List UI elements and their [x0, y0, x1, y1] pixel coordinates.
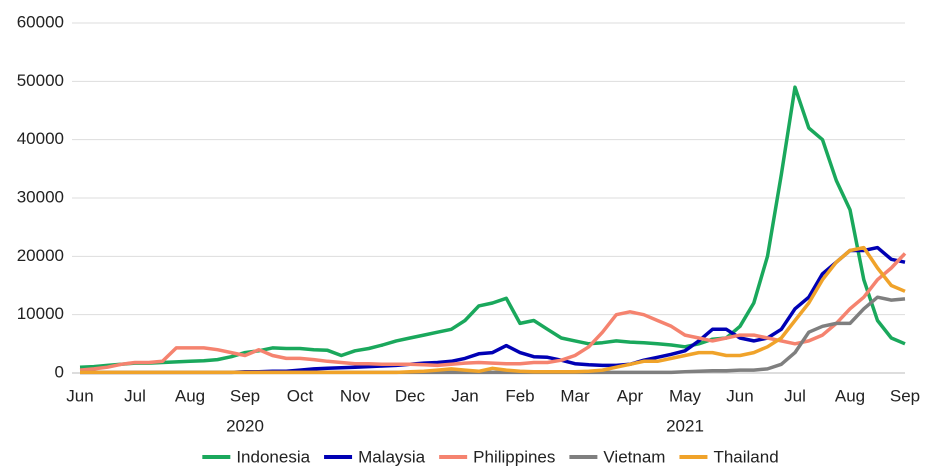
- legend-label: Malaysia: [358, 447, 426, 466]
- x-tick-label: Dec: [395, 386, 426, 405]
- legend-item: Malaysia: [324, 447, 426, 466]
- legend-item: Philippines: [439, 447, 555, 466]
- x-tick-label: Aug: [835, 386, 865, 405]
- legend-label: Philippines: [473, 447, 555, 466]
- y-tick-label: 20000: [17, 246, 64, 265]
- series-line: [79, 85, 906, 369]
- series-line: [80, 245, 906, 375]
- x-tick-label: Jun: [726, 386, 753, 405]
- x-tick-label: Sep: [230, 386, 260, 405]
- legend-label: Thailand: [713, 447, 778, 466]
- x-tick-label: Jan: [451, 386, 478, 405]
- year-label: 2021: [666, 416, 704, 435]
- x-tick-label: Mar: [560, 386, 590, 405]
- x-tick-label: May: [669, 386, 702, 405]
- x-tick-label: Sep: [890, 386, 920, 405]
- legend-item: Vietnam: [569, 447, 665, 466]
- y-tick-label: 30000: [17, 187, 64, 206]
- x-tick-label: Jul: [784, 386, 806, 405]
- legend-item: Indonesia: [202, 447, 311, 466]
- legend-label: Vietnam: [603, 447, 665, 466]
- year-label: 2020: [226, 416, 264, 435]
- x-tick-label: Jul: [124, 386, 146, 405]
- x-tick-label: Nov: [340, 386, 371, 405]
- x-tick-label: Feb: [505, 386, 534, 405]
- legend-label: Indonesia: [236, 447, 310, 466]
- y-tick-label: 60000: [17, 12, 64, 31]
- y-tick-label: 10000: [17, 304, 64, 323]
- y-tick-label: 50000: [17, 71, 64, 90]
- series-line: [80, 245, 906, 375]
- y-tick-label: 40000: [17, 129, 64, 148]
- y-tick-label: 0: [55, 362, 64, 381]
- x-tick-label: Oct: [287, 386, 314, 405]
- x-tick-label: Apr: [617, 386, 644, 405]
- x-tick-label: Aug: [175, 386, 205, 405]
- series-line: [79, 252, 907, 372]
- legend-item: Thailand: [679, 447, 779, 466]
- x-tick-label: Jun: [66, 386, 93, 405]
